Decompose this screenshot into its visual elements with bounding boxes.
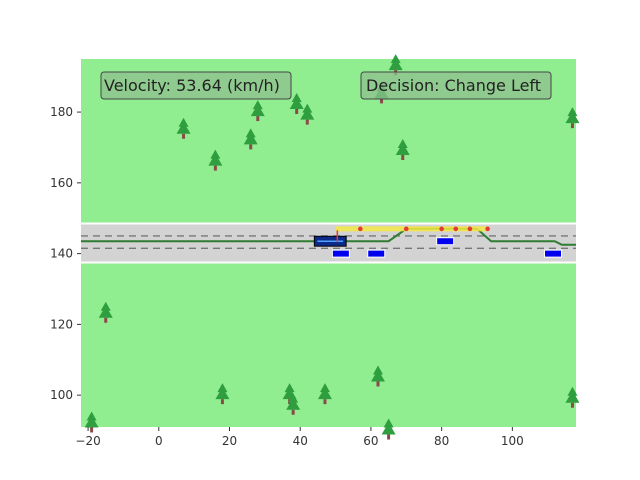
prediction-point <box>453 226 459 232</box>
tree <box>381 418 396 440</box>
tree-trunk <box>291 409 295 415</box>
tree <box>395 139 410 160</box>
tree-canopy <box>371 369 385 382</box>
tree-trunk <box>570 402 574 408</box>
tree-canopy <box>388 58 403 71</box>
tree-canopy <box>215 387 230 400</box>
y-tick-label: 160 <box>50 176 73 190</box>
tree-trunk <box>380 98 384 104</box>
tree-trunk <box>323 399 327 405</box>
prediction-point <box>485 226 490 232</box>
prediction-point <box>439 226 444 232</box>
y-tick-label: 120 <box>50 317 73 331</box>
decision-readout: Decision: Change Left <box>366 76 541 95</box>
prediction-point <box>403 226 409 232</box>
tree-canopy <box>250 104 265 117</box>
tree-canopy <box>381 422 396 435</box>
tree <box>565 107 580 129</box>
tree-trunk <box>401 155 405 160</box>
x-tick-label: 100 <box>501 434 524 448</box>
tree-trunk <box>305 119 309 125</box>
tree-trunk <box>376 381 380 387</box>
tree <box>300 103 315 125</box>
tree <box>84 411 99 433</box>
tree <box>215 383 230 405</box>
tree-trunk <box>182 133 186 139</box>
tree-trunk <box>387 434 391 440</box>
tree-trunk <box>295 109 299 114</box>
tree <box>208 149 223 171</box>
tree-trunk <box>570 123 574 129</box>
tree <box>98 301 113 323</box>
tree-trunk <box>220 399 224 405</box>
tree-trunk <box>249 144 253 150</box>
x-tick-label: 80 <box>434 434 449 448</box>
other-vehicle <box>331 249 350 258</box>
x-tick-label: 20 <box>222 434 237 448</box>
x-tick-label: −20 <box>75 434 100 448</box>
tree <box>289 93 304 114</box>
tree-trunk <box>213 165 217 171</box>
tree-canopy <box>243 132 258 145</box>
tree-canopy <box>286 397 301 410</box>
y-tick-label: 180 <box>50 105 73 119</box>
tree-trunk <box>104 317 108 323</box>
tree-canopy <box>176 121 191 134</box>
axes: −20 0 20 40 60 80 100 100 120 140 160 180 <box>50 105 524 448</box>
x-tick-label: 0 <box>155 434 163 448</box>
tree <box>565 386 580 408</box>
tree-canopy <box>395 143 410 155</box>
prediction-layer <box>335 226 490 232</box>
tree <box>243 128 258 150</box>
tree-trunk <box>90 427 94 433</box>
tree <box>317 383 332 405</box>
tree <box>286 393 301 415</box>
decision-hud: Decision: Change Left <box>360 71 552 100</box>
x-tick-label: 40 <box>293 434 308 448</box>
tree-canopy <box>289 97 304 109</box>
other-vehicle <box>436 237 455 246</box>
velocity-hud: Velocity: 53.64 (km/h) <box>100 71 292 100</box>
x-tick-label: 60 <box>363 434 378 448</box>
tree-canopy <box>565 111 580 124</box>
velocity-readout: Velocity: 53.64 (km/h) <box>104 76 280 95</box>
tree-canopy <box>300 107 315 120</box>
y-tick-label: 140 <box>50 247 73 261</box>
y-tick-label: 100 <box>50 388 73 402</box>
other-vehicle <box>544 249 563 258</box>
tree-canopy <box>208 153 223 166</box>
tree-canopy <box>317 387 332 400</box>
prediction-point <box>467 226 473 232</box>
prediction-point <box>358 226 363 232</box>
prediction-band <box>335 226 488 232</box>
tree-canopy <box>565 390 580 403</box>
other-vehicle <box>367 249 386 258</box>
vehicles <box>313 230 563 258</box>
tree-trunk <box>256 116 260 122</box>
tree <box>250 100 265 122</box>
tree <box>176 117 191 139</box>
tree-canopy <box>98 305 113 318</box>
tree <box>371 365 385 387</box>
tree-canopy <box>84 415 99 428</box>
